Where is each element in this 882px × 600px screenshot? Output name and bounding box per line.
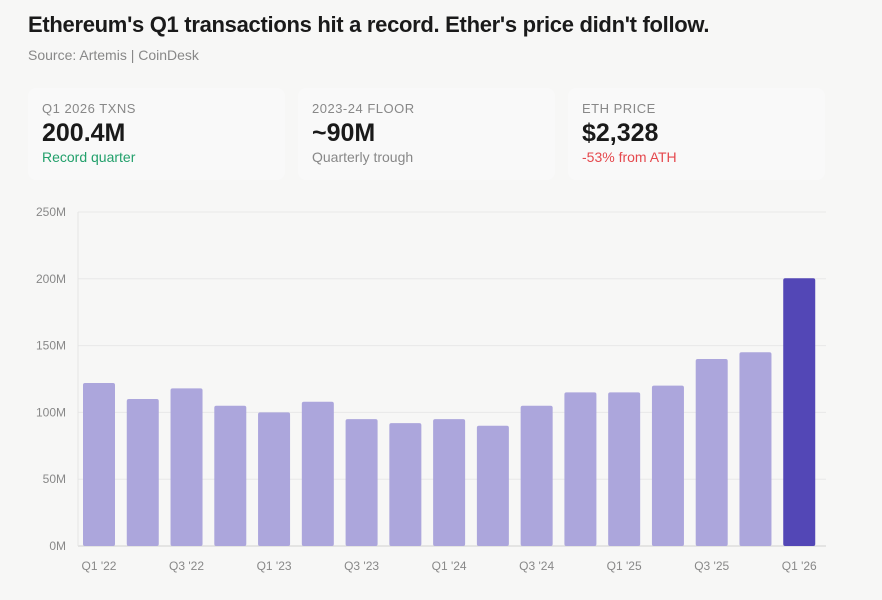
stat-sub: -53% from ATH — [582, 149, 677, 165]
stat-card-txns: Q1 2026 TXNS 200.4M Record quarter — [28, 88, 285, 180]
y-tick-label: 150M — [36, 339, 66, 353]
bar-Q2-25 — [651, 385, 684, 546]
x-tick-label: Q1 '22 — [82, 559, 117, 573]
chart-source: Source: Artemis | CoinDesk — [28, 47, 199, 63]
bar-Q3-25 — [695, 358, 728, 546]
bar-Q1-24 — [433, 419, 466, 546]
stat-label: 2023-24 FLOOR — [312, 101, 415, 116]
y-tick-label: 0M — [49, 539, 66, 553]
bar-Q4-22 — [214, 405, 247, 546]
bar-Q4-23 — [389, 423, 422, 546]
stat-sub: Quarterly trough — [312, 149, 414, 165]
stat-card-floor: 2023-24 FLOOR ~90M Quarterly trough — [298, 88, 555, 180]
bar-Q1-25 — [608, 392, 641, 546]
bar-Q3-23 — [345, 419, 378, 546]
x-tick-label: Q3 '24 — [519, 559, 554, 573]
stat-value: 200.4M — [42, 119, 126, 147]
bar-Q2-22 — [126, 399, 159, 546]
bar-Q1-23 — [258, 412, 291, 546]
bar-Q4-24 — [564, 392, 597, 546]
bar-Q2-23 — [301, 401, 334, 546]
bar-Q2-24 — [476, 425, 509, 546]
y-tick-label: 200M — [36, 272, 66, 286]
stat-value: ~90M — [312, 119, 376, 147]
x-tick-label: Q1 '23 — [257, 559, 292, 573]
stat-label: ETH PRICE — [582, 101, 656, 116]
bar-Q1-22 — [83, 383, 115, 546]
stat-value: $2,328 — [582, 119, 659, 147]
x-tick-label: Q3 '25 — [694, 559, 729, 573]
y-tick-label: 50M — [43, 472, 66, 486]
stat-card-price: ETH PRICE $2,328 -53% from ATH — [568, 88, 825, 180]
bar-Q1-26 — [783, 278, 816, 546]
x-tick-label: Q3 '22 — [169, 559, 204, 573]
bar-chart: 0M 50M 100M 150M 200M 250M Q1 '22 Q3 '22 Q1 '23 Q… — [36, 205, 826, 573]
x-tick-label: Q1 '26 — [782, 559, 817, 573]
x-tick-label: Q1 '24 — [432, 559, 467, 573]
bar-Q3-22 — [170, 388, 203, 546]
x-tick-label: Q1 '25 — [607, 559, 642, 573]
chart-title: Ethereum's Q1 transactions hit a record.… — [28, 12, 710, 37]
x-tick-label: Q3 '23 — [344, 559, 379, 573]
stat-sub: Record quarter — [42, 149, 136, 165]
stat-label: Q1 2026 TXNS — [42, 101, 136, 116]
y-tick-label: 100M — [36, 405, 66, 419]
bar-Q3-24 — [520, 405, 553, 546]
y-tick-label: 250M — [36, 205, 66, 219]
bar-Q4-25 — [739, 352, 772, 546]
